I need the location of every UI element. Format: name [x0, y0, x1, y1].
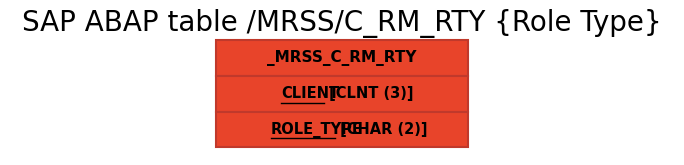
Text: [CHAR (2)]: [CHAR (2)]	[335, 122, 428, 137]
Text: ROLE_TYPE: ROLE_TYPE	[271, 122, 363, 138]
FancyBboxPatch shape	[216, 76, 468, 112]
FancyBboxPatch shape	[216, 112, 468, 147]
Text: _MRSS_C_RM_RTY: _MRSS_C_RM_RTY	[267, 50, 417, 66]
Text: SAP ABAP table /MRSS/C_RM_RTY {Role Type}: SAP ABAP table /MRSS/C_RM_RTY {Role Type…	[22, 10, 662, 38]
FancyBboxPatch shape	[216, 40, 468, 76]
Text: CLIENT: CLIENT	[281, 86, 339, 101]
Text: [CLNT (3)]: [CLNT (3)]	[324, 86, 414, 101]
